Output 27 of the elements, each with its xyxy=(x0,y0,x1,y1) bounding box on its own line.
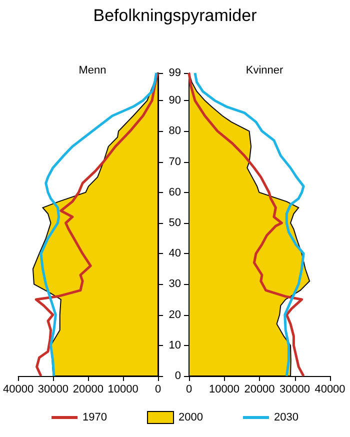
x-tick-label: 30000 xyxy=(38,384,69,396)
y-tick-label: 0 xyxy=(174,370,181,382)
chart-subtitle: Menn xyxy=(78,64,106,76)
legend-label: 1970 xyxy=(82,412,108,424)
y-tick-label: 20 xyxy=(168,308,181,321)
y-tick-label: 80 xyxy=(168,125,181,138)
y-tick-label: 10 xyxy=(168,339,181,352)
y-tick-label: 40 xyxy=(168,248,181,260)
y-tick-label: 30 xyxy=(168,278,181,290)
x-tick-label: 40000 xyxy=(2,384,34,396)
x-tick-label: 10000 xyxy=(108,384,138,396)
x-tick-label: 30000 xyxy=(279,384,310,396)
y-tick-label: 70 xyxy=(168,156,181,168)
x-tick-label: 40000 xyxy=(314,384,346,396)
x-tick-label: 0 xyxy=(186,384,192,396)
y-tick-label: 99 xyxy=(168,67,181,79)
chart-subtitle: Kvinner xyxy=(246,64,284,76)
chart-title: Befolkningspyramider xyxy=(93,6,258,25)
y-tick-label: 90 xyxy=(168,94,181,107)
y-tick-label: 60 xyxy=(168,186,181,198)
x-tick-label: 20000 xyxy=(244,384,275,396)
legend-label: 2000 xyxy=(178,412,203,424)
x-tick-label: 20000 xyxy=(72,384,104,396)
legend-label: 2030 xyxy=(274,412,298,424)
x-tick-label: 0 xyxy=(154,384,162,396)
x-tick-label: 10000 xyxy=(208,384,240,396)
y-tick-label: 50 xyxy=(168,216,181,229)
